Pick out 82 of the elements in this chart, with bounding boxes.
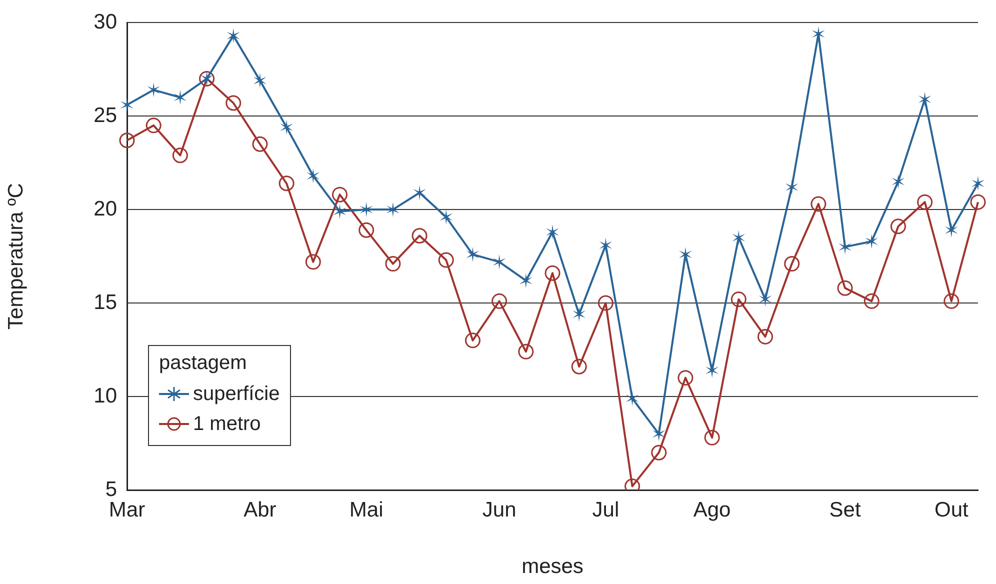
- point: [758, 292, 772, 307]
- point: [492, 293, 508, 309]
- legend-title: pastagem: [159, 352, 248, 375]
- x-tick-label: Out: [934, 498, 968, 522]
- point: [413, 185, 426, 200]
- point: [358, 222, 374, 238]
- x-tick-label: Abr: [244, 498, 276, 522]
- point: [706, 362, 719, 378]
- point: [360, 202, 373, 218]
- y-tick-label: 10: [94, 384, 117, 408]
- point: [970, 194, 986, 210]
- point: [678, 246, 692, 262]
- point: [571, 358, 587, 374]
- point: [652, 426, 666, 442]
- point: [440, 210, 453, 225]
- y-tick-label: 20: [94, 197, 117, 220]
- point: [385, 256, 401, 272]
- x-tick-label: Jun: [482, 498, 516, 522]
- point: [280, 120, 294, 135]
- point: [599, 238, 612, 253]
- legend-label: 1 metro: [193, 412, 261, 436]
- x-tick-label: Mar: [108, 498, 146, 522]
- y-tick-label: 5: [105, 478, 117, 501]
- point: [332, 186, 348, 202]
- point: [944, 222, 958, 238]
- point: [758, 328, 773, 344]
- x-tick-label: Mai: [349, 498, 384, 522]
- point: [278, 176, 294, 192]
- point: [892, 174, 905, 190]
- point: [252, 136, 268, 152]
- point: [147, 82, 160, 98]
- point: [651, 444, 667, 460]
- point: [466, 246, 480, 262]
- point: [174, 90, 187, 105]
- y-axis-title: Temperatura ºC: [4, 183, 28, 330]
- y-tick-label: 15: [94, 290, 117, 314]
- point: [492, 254, 506, 270]
- point: [119, 132, 135, 148]
- point: [864, 293, 880, 309]
- point: [732, 230, 746, 246]
- point: [838, 239, 852, 254]
- y-tick-label: 25: [94, 104, 117, 127]
- point: [678, 370, 694, 386]
- point: [172, 148, 188, 164]
- point: [917, 194, 933, 210]
- point: [386, 202, 400, 218]
- x-axis-title: meses: [522, 555, 584, 578]
- point: [253, 73, 266, 88]
- point: [546, 224, 559, 240]
- point: [146, 118, 162, 134]
- point: [810, 196, 826, 212]
- point: [837, 280, 853, 296]
- point: [944, 293, 960, 309]
- point: [226, 28, 240, 44]
- point: [306, 168, 320, 184]
- x-tick-label: Ago: [693, 498, 731, 522]
- point: [812, 26, 825, 42]
- point: [784, 256, 800, 272]
- point: [704, 430, 720, 446]
- point: [730, 292, 746, 308]
- point: [120, 97, 134, 112]
- point: [785, 180, 798, 195]
- point: [626, 390, 639, 406]
- legend-label: superfície: [193, 382, 280, 406]
- point: [865, 234, 878, 249]
- x-tick-label: Set: [829, 498, 861, 522]
- y-tick-label: 30: [94, 10, 117, 34]
- point: [333, 204, 346, 219]
- point: [544, 265, 560, 281]
- point: [598, 295, 614, 311]
- point: [890, 218, 906, 234]
- point: [412, 228, 428, 244]
- point: [226, 95, 242, 111]
- point: [464, 332, 480, 348]
- point: [518, 344, 534, 360]
- x-tick-label: Jul: [592, 498, 620, 522]
- point: [972, 176, 984, 191]
- point: [519, 273, 532, 288]
- point: [305, 254, 321, 270]
- point: [438, 252, 454, 268]
- point: [572, 306, 586, 322]
- point: [918, 92, 932, 107]
